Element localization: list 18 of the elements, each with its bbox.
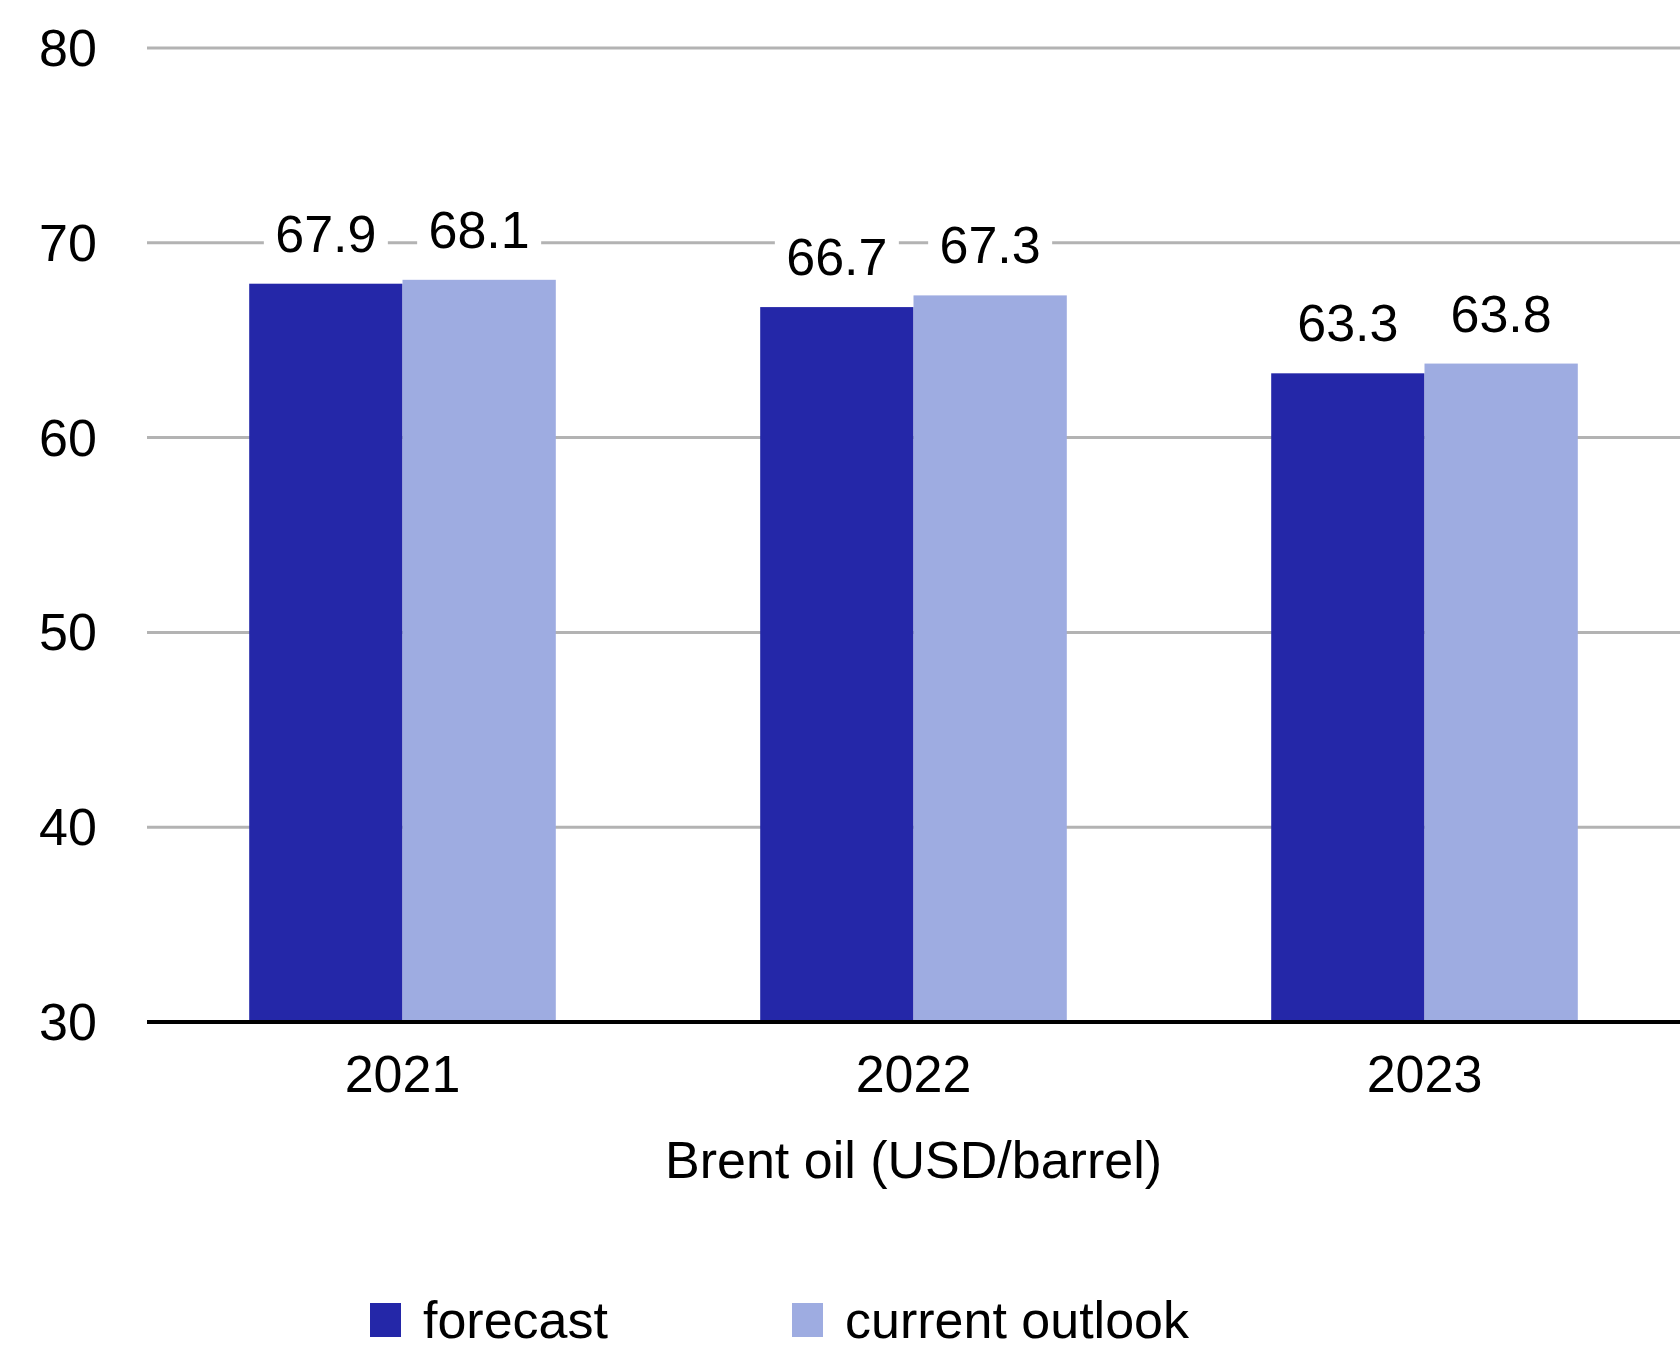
x-tick-label: 2022 [855,1045,972,1103]
y-tick-label: 30 [39,993,97,1051]
legend-label: current outlook [845,1291,1190,1349]
data-label: 67.3 [939,216,1041,275]
y-tick-label: 70 [39,213,97,272]
data-label: 68.1 [428,200,530,259]
y-tick-label: 40 [39,798,97,857]
data-label: 67.9 [275,204,377,263]
data-label: 63.8 [1450,284,1552,343]
x-axis-title: Brent oil (USD/barrel) [664,1131,1163,1189]
y-tick-label: 50 [39,603,97,662]
x-tick-label: 2021 [344,1045,461,1103]
x-tick-label: 2023 [1366,1045,1483,1103]
data-label: 66.7 [786,228,888,287]
data-label: 63.3 [1297,294,1399,353]
y-tick-label: 60 [39,408,97,467]
legend-label: forecast [423,1291,609,1349]
y-tick-label: 80 [39,19,97,77]
